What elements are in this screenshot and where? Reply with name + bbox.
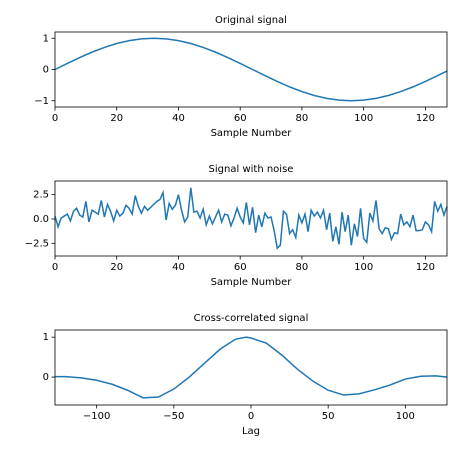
x-tick-label: 60 xyxy=(234,262,247,273)
y-tick-label: 1 xyxy=(43,33,49,44)
y-tick-label: 0 xyxy=(43,65,49,76)
y-tick-label: 0 xyxy=(43,372,49,383)
x-tick-label: −100 xyxy=(83,411,110,422)
y-tick-label: −2.5 xyxy=(25,238,49,249)
subplot-title: Original signal xyxy=(215,15,287,26)
x-tick-label: 40 xyxy=(172,113,185,124)
x-tick-label: 100 xyxy=(354,262,373,273)
x-tick-label: 80 xyxy=(296,262,309,273)
x-tick-label: 60 xyxy=(234,113,247,124)
x-tick-label: 100 xyxy=(354,113,373,124)
y-tick-label: 2.5 xyxy=(33,190,49,201)
x-tick-label: 100 xyxy=(396,411,415,422)
x-tick-label: 120 xyxy=(416,262,435,273)
axes-frame xyxy=(54,329,448,406)
line-series xyxy=(54,37,448,102)
x-axis-label: Sample Number xyxy=(211,128,293,139)
subplot-title: Signal with noise xyxy=(209,164,294,175)
x-tick-label: 0 xyxy=(52,113,58,124)
x-tick-label: 80 xyxy=(296,113,309,124)
x-tick-label: 40 xyxy=(172,262,185,273)
x-tick-label: 120 xyxy=(416,113,435,124)
y-tick-label: −1 xyxy=(34,96,49,107)
x-tick-label: 0 xyxy=(52,262,58,273)
x-tick-label: −50 xyxy=(163,411,184,422)
x-tick-label: 50 xyxy=(322,411,335,422)
axes-frame xyxy=(54,180,448,257)
line-series xyxy=(55,336,448,399)
x-tick-label: 0 xyxy=(248,411,254,422)
x-tick-label: 20 xyxy=(110,113,123,124)
x-tick-label: 20 xyxy=(110,262,123,273)
x-axis-label: Sample Number xyxy=(211,277,293,288)
x-axis-label: Lag xyxy=(242,426,260,437)
y-tick-label: 0.0 xyxy=(33,214,49,225)
y-tick-label: 1 xyxy=(43,332,49,343)
line-series xyxy=(54,187,448,250)
subplot-title: Cross-correlated signal xyxy=(194,313,309,324)
